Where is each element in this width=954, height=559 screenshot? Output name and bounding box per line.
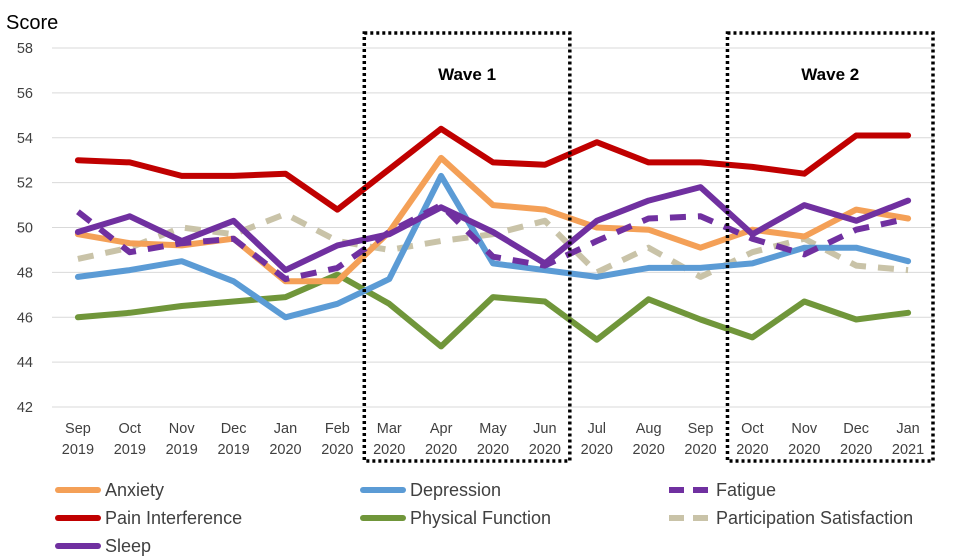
x-tick-label: 2020 [788,442,820,458]
y-tick-label: 48 [17,265,33,281]
x-tick-label: 2019 [62,442,94,458]
x-tick-label: 2020 [840,442,872,458]
wave-annotations: Wave 1 Wave 2 [362,31,935,463]
y-tick-label: 46 [17,310,33,326]
series-line-sleep [74,184,912,274]
series-line-depression [74,172,912,321]
x-tick-label: 2020 [581,442,613,458]
x-tick-label: Jul [587,421,606,437]
x-tick-label: Aug [636,421,662,437]
x-tick-label: 2020 [684,442,716,458]
y-tick-label: 58 [17,41,33,57]
series-lines [74,125,912,350]
wave-2-label: Wave 2 [801,65,859,84]
y-tick-label: 42 [17,400,33,416]
gridlines [52,47,934,408]
wave-2-box [725,31,935,463]
x-tick-label: Oct [119,421,142,437]
y-axis-label: Score [6,12,58,34]
wave-1-box [362,31,572,463]
x-tick-label: Dec [221,421,247,437]
x-tick-label: Oct [741,421,764,437]
series-line-fatigue [76,202,909,283]
y-tick-label: 50 [17,221,33,237]
y-tick-label: 44 [17,355,33,371]
y-tick-label: 56 [17,86,33,102]
x-tick-label: 2020 [529,442,561,458]
x-tick-label: 2020 [633,442,665,458]
x-tick-label: Sep [688,421,714,437]
wave-1-label: Wave 1 [438,65,496,84]
x-tick-label: Jun [533,421,556,437]
x-tick-label: 2020 [321,442,353,458]
y-tick-label: 52 [17,176,33,192]
x-tick-label: Nov [169,421,196,437]
x-tick-label: 2019 [114,442,146,458]
y-tick-label: 54 [17,131,33,147]
x-tick-label: Jan [896,421,919,437]
y-axis-ticks: 42 44 46 48 50 52 54 56 58 [17,41,33,416]
x-tick-label: 2020 [477,442,509,458]
x-tick-label: 2019 [166,442,198,458]
x-tick-label: Dec [843,421,869,437]
x-tick-label: Mar [377,421,402,437]
x-tick-label: 2021 [892,442,924,458]
x-tick-label: 2019 [217,442,249,458]
series-line-physical-function [74,271,912,350]
x-tick-label: Apr [430,421,453,437]
x-tick-label: 2020 [269,442,301,458]
x-axis-ticks: Sep 2019 Oct 2019 Nov 2019 Dec 2019 Jan 2020 Feb 20… [62,421,924,458]
x-tick-label: 2020 [425,442,457,458]
x-tick-label: Nov [791,421,818,437]
x-tick-label: Jan [274,421,297,437]
series-line-pain-interference [74,125,912,213]
x-tick-label: 2020 [373,442,405,458]
x-tick-label: 2020 [736,442,768,458]
x-tick-label: Feb [325,421,350,437]
x-tick-label: May [479,421,507,437]
x-tick-label: Sep [65,421,91,437]
